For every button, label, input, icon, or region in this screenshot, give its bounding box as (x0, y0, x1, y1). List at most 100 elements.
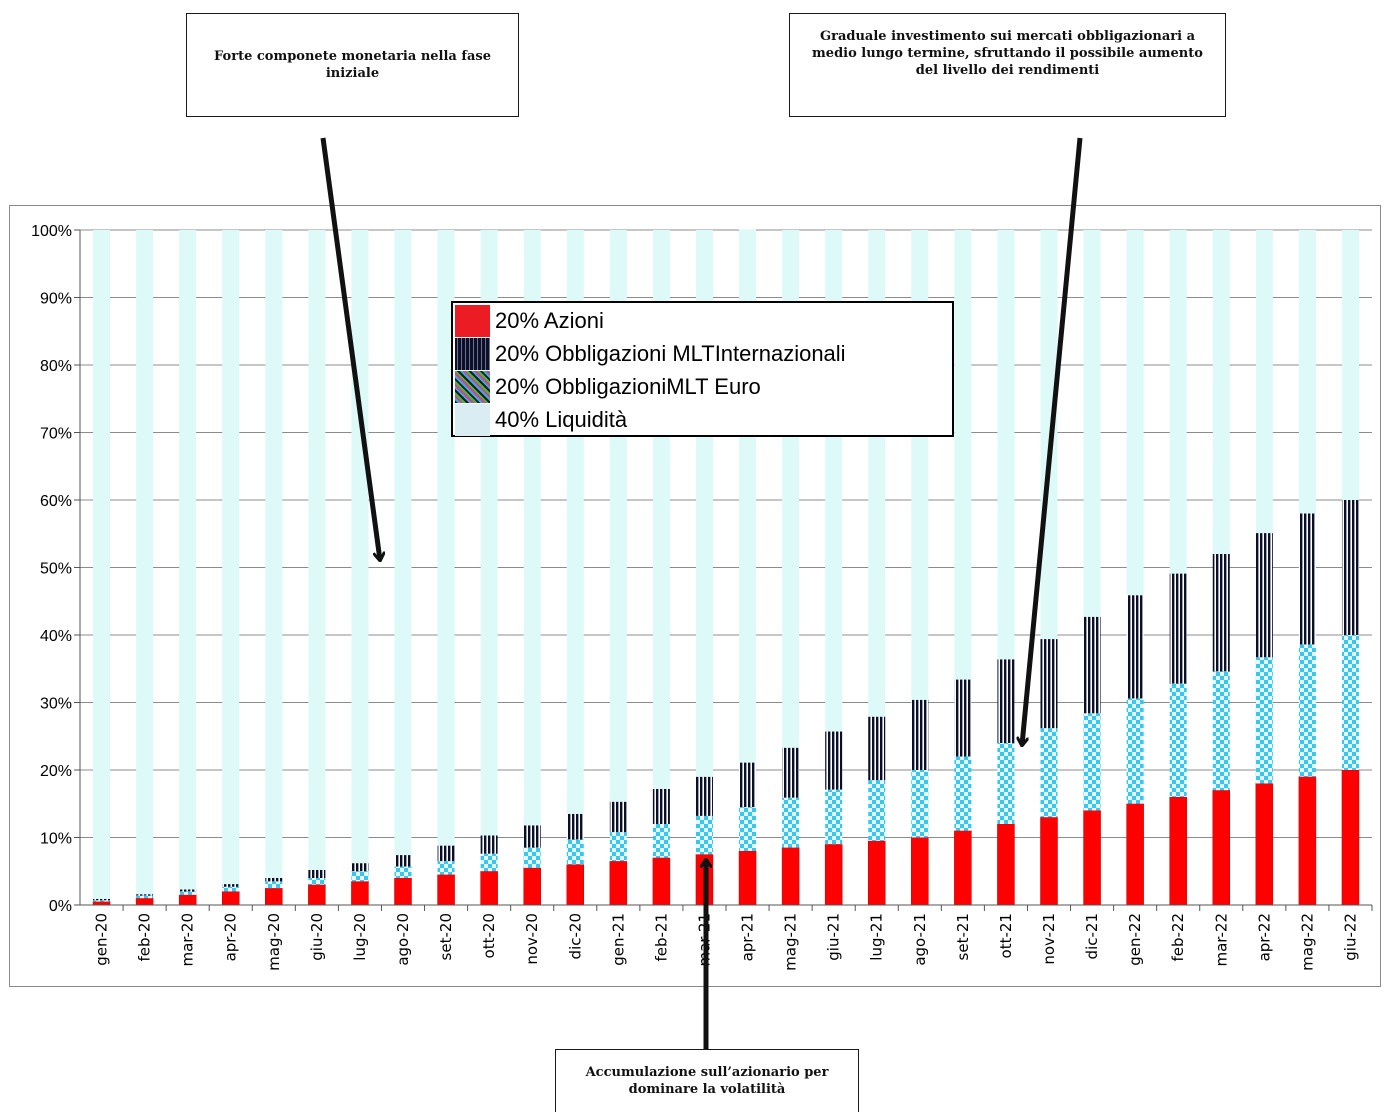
x-tick-label: ott-21 (997, 913, 1015, 958)
bar-segment-obbligazioni-euro (222, 886, 240, 892)
bar-segment-obbligazioni-int (265, 878, 283, 882)
bar-segment-obbligazioni-euro (825, 789, 843, 845)
y-tick-label: 90% (40, 291, 72, 308)
bar-segment-azioni (135, 898, 154, 906)
callout-monetary-phase: Forte componete monetaria nella fase ini… (186, 13, 519, 117)
bar-segment-obbligazioni-int (609, 801, 627, 833)
callout-bond-investment-text: Graduale investimento sui mercati obblig… (812, 29, 1203, 78)
annotation-arrows (320, 137, 1083, 1049)
bar-segment-azioni (265, 887, 283, 906)
bar-segment-obbligazioni-int (179, 889, 197, 892)
bar-segment-obbligazioni-euro (997, 743, 1015, 824)
bar-segment-azioni (1298, 776, 1317, 906)
bar-segment-azioni (997, 823, 1015, 906)
x-tick-label: mag-22 (1298, 913, 1316, 971)
bar-segment-obbligazioni-euro (954, 756, 972, 831)
bar-segment-liquidita (437, 230, 455, 846)
bar-segment-obbligazioni-euro (911, 770, 929, 838)
bar-segment-obbligazioni-euro (1169, 683, 1187, 797)
y-tick-label: 10% (40, 831, 72, 848)
y-tick-label: 40% (40, 628, 72, 645)
x-tick-label: gen-22 (1126, 913, 1144, 966)
bar-segment-obbligazioni-int (825, 731, 843, 790)
bar-segment-liquidita (394, 230, 412, 856)
x-tick-label: mar-22 (1212, 913, 1230, 967)
bar-segment-azioni (92, 901, 111, 906)
bar-segment-obbligazioni-int (1298, 513, 1316, 645)
bar-segment-obbligazioni-euro (351, 871, 369, 882)
bar-segment-obbligazioni-int (308, 869, 326, 878)
bar-segment-obbligazioni-euro (1255, 657, 1273, 784)
chart-frame (9, 205, 1381, 987)
bar-segment-liquidita (1040, 230, 1058, 640)
bar-segment-liquidita (1255, 230, 1273, 534)
bar-segment-obbligazioni-euro (566, 839, 584, 865)
bar-segment-liquidita (179, 230, 197, 890)
bar-segment-obbligazioni-int (695, 776, 713, 816)
bar-segment-obbligazioni-int (954, 679, 972, 757)
x-tick-label: set-21 (954, 913, 972, 960)
bar-segment-liquidita (1341, 230, 1359, 500)
bar-segment-obbligazioni-euro (308, 878, 326, 885)
bar-segment-liquidita (1298, 230, 1316, 514)
bar-segment-obbligazioni-euro (93, 900, 111, 902)
x-tick-label: feb-22 (1169, 913, 1187, 962)
bar-segment-obbligazioni-euro (1083, 713, 1101, 811)
bar-segment-obbligazioni-euro (695, 815, 713, 855)
x-tick-label: dic-20 (566, 913, 584, 959)
bar-segment-obbligazioni-int (523, 825, 541, 848)
bar-segment-liquidita (265, 230, 283, 878)
x-tick-label: nov-21 (1040, 913, 1058, 965)
bar-segment-obbligazioni-int (437, 845, 455, 862)
bar-segment-obbligazioni-int (1083, 616, 1101, 714)
x-tick-label: feb-21 (652, 913, 670, 962)
legend-swatch-obbligazioni-euro (455, 371, 490, 403)
bar-segment-obbligazioni-int (652, 788, 670, 824)
callout-equity-accumulation: Accumulazione sull’azionario per dominar… (555, 1049, 859, 1112)
legend-label-liquidita: 40% Liquidità (495, 407, 628, 432)
bar-segment-obbligazioni-int (1169, 573, 1187, 684)
x-tick-label: ott-20 (480, 913, 498, 958)
bar-segment-obbligazioni-euro (523, 847, 541, 868)
bar-segment-azioni (738, 850, 757, 906)
bar-segment-obbligazioni-int (1212, 554, 1230, 672)
x-tick-label: gen-21 (609, 913, 627, 966)
bar-segment-azioni (1083, 810, 1101, 906)
bar-segment-obbligazioni-int (1126, 595, 1144, 699)
bar-segment-azioni (954, 830, 972, 906)
bar-segment-obbligazioni-euro (868, 780, 886, 841)
y-tick-label: 70% (40, 426, 72, 443)
bar-segment-azioni (1126, 803, 1144, 906)
bar-segment-obbligazioni-int (782, 747, 800, 798)
y-tick-label: 80% (40, 358, 72, 375)
bar-segment-azioni (781, 847, 800, 906)
legend-label-obbligazioni-euro: 20% ObbligazioniMLT Euro (495, 374, 761, 399)
legend: 20% Azioni 20% Obbligazioni MLTInternazi… (451, 301, 954, 437)
bar-segment-liquidita (351, 230, 369, 864)
bar-segment-azioni (308, 884, 326, 906)
bar-segment-obbligazioni-int (394, 855, 412, 867)
bar-segment-azioni (1169, 796, 1187, 906)
bar-segment-obbligazioni-int (911, 699, 929, 770)
bar-segment-obbligazioni-int (1040, 639, 1058, 729)
bar-segment-liquidita (1083, 230, 1101, 617)
x-tick-label: mar-20 (179, 913, 197, 967)
bar-segment-azioni (394, 877, 412, 906)
legend-item-azioni: 20% Azioni (453, 304, 952, 338)
y-tick-label: 0% (49, 898, 72, 915)
x-tick-label: nov-20 (523, 913, 541, 965)
bar-segment-liquidita (1169, 230, 1187, 574)
legend-label-azioni: 20% Azioni (495, 308, 604, 333)
bar-segment-liquidita (136, 230, 154, 895)
arrow-to-ott-21 (1022, 137, 1083, 745)
bar-segment-liquidita (1212, 230, 1230, 554)
axes: 0% 10% 20% 30% 40% 50% 60% 70% 80% 90% 100% gen-20 f… (31, 223, 1373, 971)
x-tick-label: gen-20 (93, 913, 111, 966)
x-tick-label: ago-21 (911, 913, 929, 966)
legend-item-liquidita: 40% Liquidità (453, 403, 952, 437)
bar-segment-liquidita (222, 230, 240, 885)
bar-segment-obbligazioni-int (222, 884, 240, 887)
x-tick-label: giu-22 (1341, 913, 1359, 961)
bar-segment-liquidita (954, 230, 972, 680)
bar-segment-azioni (480, 871, 498, 906)
